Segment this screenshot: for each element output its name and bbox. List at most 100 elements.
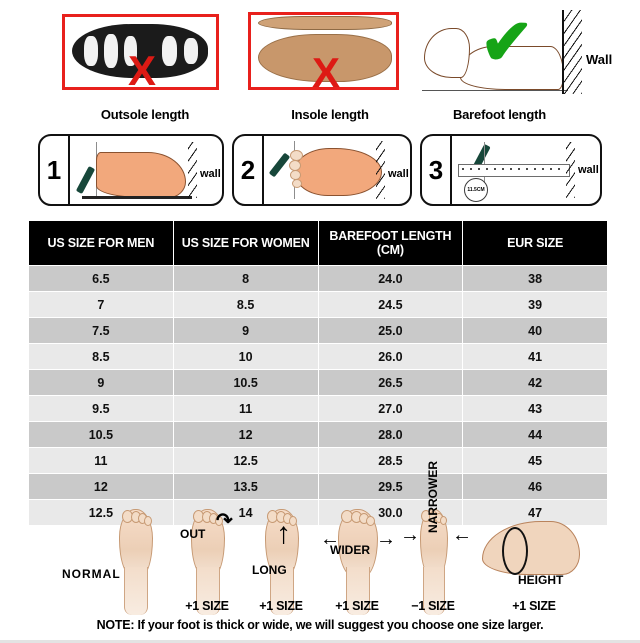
- hand-outline: [424, 28, 470, 78]
- foot-ankle-shape: [423, 567, 445, 615]
- foot-type-label: NORMAL: [62, 567, 121, 581]
- step-1-number: 1: [40, 136, 70, 204]
- foot-type-label: HEIGHT: [518, 573, 564, 587]
- foot-ankle-shape: [270, 567, 294, 615]
- table-row: 8.5 10 26.0 41: [29, 344, 607, 369]
- bracket-top: [62, 14, 219, 17]
- step-1-box: 1 wall: [38, 134, 224, 206]
- step-2-number: 2: [234, 136, 264, 204]
- step-2-illustration: wall: [264, 136, 410, 204]
- insole-length-panel: X Insole length: [230, 0, 430, 126]
- wall-label: wall: [388, 168, 409, 180]
- foot-type-size-note: −1 SIZE: [411, 599, 455, 613]
- foot-type-out: ↷ OUT +1 SIZE: [172, 505, 242, 615]
- measurement-steps-row: 1 wall 2 wall 3: [0, 128, 640, 212]
- wall-line: [562, 10, 564, 94]
- cell-barefoot: 26.0: [318, 344, 463, 369]
- cell-us-women: 11: [173, 396, 318, 421]
- step-1-illustration: wall: [70, 136, 222, 204]
- bracket-right: [216, 14, 219, 90]
- table-row: 11 12.5 28.5 45: [29, 448, 607, 473]
- cell-us-women: 10.5: [173, 370, 318, 395]
- table-row: 7 8.5 24.5 39: [29, 292, 607, 317]
- wall-label: wall: [578, 164, 599, 176]
- pencil-icon: [268, 152, 291, 178]
- step-3-number: 3: [422, 136, 452, 204]
- toe-shape: [215, 516, 223, 526]
- step-2-box: 2 wall: [232, 134, 412, 206]
- foot-type-wider: ← → WIDER +1 SIZE: [320, 505, 396, 615]
- ruler-ticks: [462, 168, 566, 170]
- cell-eur: 44: [463, 422, 607, 447]
- foot-top-view: [415, 509, 451, 615]
- barefoot-illustration: ✔ Wall: [410, 4, 625, 102]
- cell-us-women: 8: [173, 266, 318, 291]
- toe-shape: [440, 516, 447, 525]
- outsole-length-caption: Outsole length: [100, 107, 190, 122]
- instep-ellipse-icon: [502, 527, 528, 575]
- measure-value-badge: 11.5CM: [464, 178, 488, 202]
- insole-illustration: X: [230, 4, 430, 102]
- foot-type-label: WIDER: [330, 543, 370, 557]
- table-row: 9 10.5 26.5 42: [29, 370, 607, 395]
- narrower-arrow-left-icon: ←: [452, 524, 472, 546]
- cell-us-men: 12: [29, 474, 173, 499]
- tread-block: [124, 36, 137, 66]
- wider-arrow-left-icon: ←: [320, 528, 340, 550]
- cell-us-men: 10.5: [29, 422, 173, 447]
- wall-hatching: [566, 142, 575, 198]
- cell-us-men: 8.5: [29, 344, 173, 369]
- cell-barefoot: 28.0: [318, 422, 463, 447]
- pencil-icon: [75, 165, 96, 195]
- cell-us-women: 12: [173, 422, 318, 447]
- cell-us-men: 7.5: [29, 318, 173, 343]
- foot-top-view: [115, 509, 155, 615]
- cell-eur: 43: [463, 396, 607, 421]
- column-header-us-men: US SIZE FOR MEN: [29, 221, 173, 265]
- foot-top-view: [187, 509, 227, 615]
- table-row: 10.5 12 28.0 44: [29, 422, 607, 447]
- cell-us-women: 13.5: [173, 474, 318, 499]
- foot-type-label: OUT: [180, 527, 206, 541]
- cell-barefoot: 29.5: [318, 474, 463, 499]
- foot-type-size-note: +1 SIZE: [259, 599, 303, 613]
- foot-ankle-shape: [346, 567, 370, 615]
- table-row: 9.5 11 27.0 43: [29, 396, 607, 421]
- cell-eur: 38: [463, 266, 607, 291]
- insole-length-caption: Insole length: [291, 107, 369, 122]
- cell-eur: 41: [463, 344, 607, 369]
- wall-label: wall: [200, 168, 221, 180]
- bracket-top: [248, 12, 399, 15]
- foot-top-view: [294, 148, 382, 196]
- long-arrow-icon: ↑: [276, 517, 291, 550]
- toe-shape: [366, 516, 375, 526]
- cell-us-women: 9: [173, 318, 318, 343]
- insole-thin-strip: [258, 16, 392, 30]
- foot-outline: [460, 46, 564, 90]
- wall-hatching: [564, 10, 582, 94]
- cell-us-men: 11: [29, 448, 173, 473]
- column-header-barefoot: BAREFOOT LENGTH (CM): [318, 221, 463, 265]
- measurement-comparison-row: X Outsole length X Insole length ✔ Wall …: [0, 0, 640, 126]
- wider-arrow-right-icon: →: [376, 528, 396, 550]
- step-3-box: 3 11.5CM wall: [420, 134, 602, 206]
- cell-eur: 40: [463, 318, 607, 343]
- size-chart-table: US SIZE FOR MEN US SIZE FOR WOMEN BAREFO…: [28, 220, 608, 526]
- cell-barefoot: 26.5: [318, 370, 463, 395]
- tread-block: [104, 34, 118, 68]
- column-header-eur: EUR SIZE: [463, 221, 607, 265]
- bracket-left: [248, 12, 251, 90]
- cell-eur: 39: [463, 292, 607, 317]
- wall-hatching: [188, 142, 197, 198]
- foot-type-normal: NORMAL: [62, 505, 170, 615]
- toe-shape: [289, 516, 297, 526]
- foot-type-narrower: → ← NARROWER −1 SIZE: [396, 461, 472, 615]
- cell-us-men: 7: [29, 292, 173, 317]
- wrong-mark: X: [312, 49, 341, 96]
- out-arrow-icon: ↷: [216, 510, 233, 532]
- foot-type-size-note: +1 SIZE: [512, 599, 556, 613]
- cell-us-women: 10: [173, 344, 318, 369]
- outsole-length-panel: X Outsole length: [40, 0, 250, 126]
- foot-type-long: ↑ LONG +1 SIZE: [246, 505, 316, 615]
- cell-us-women: 8.5: [173, 292, 318, 317]
